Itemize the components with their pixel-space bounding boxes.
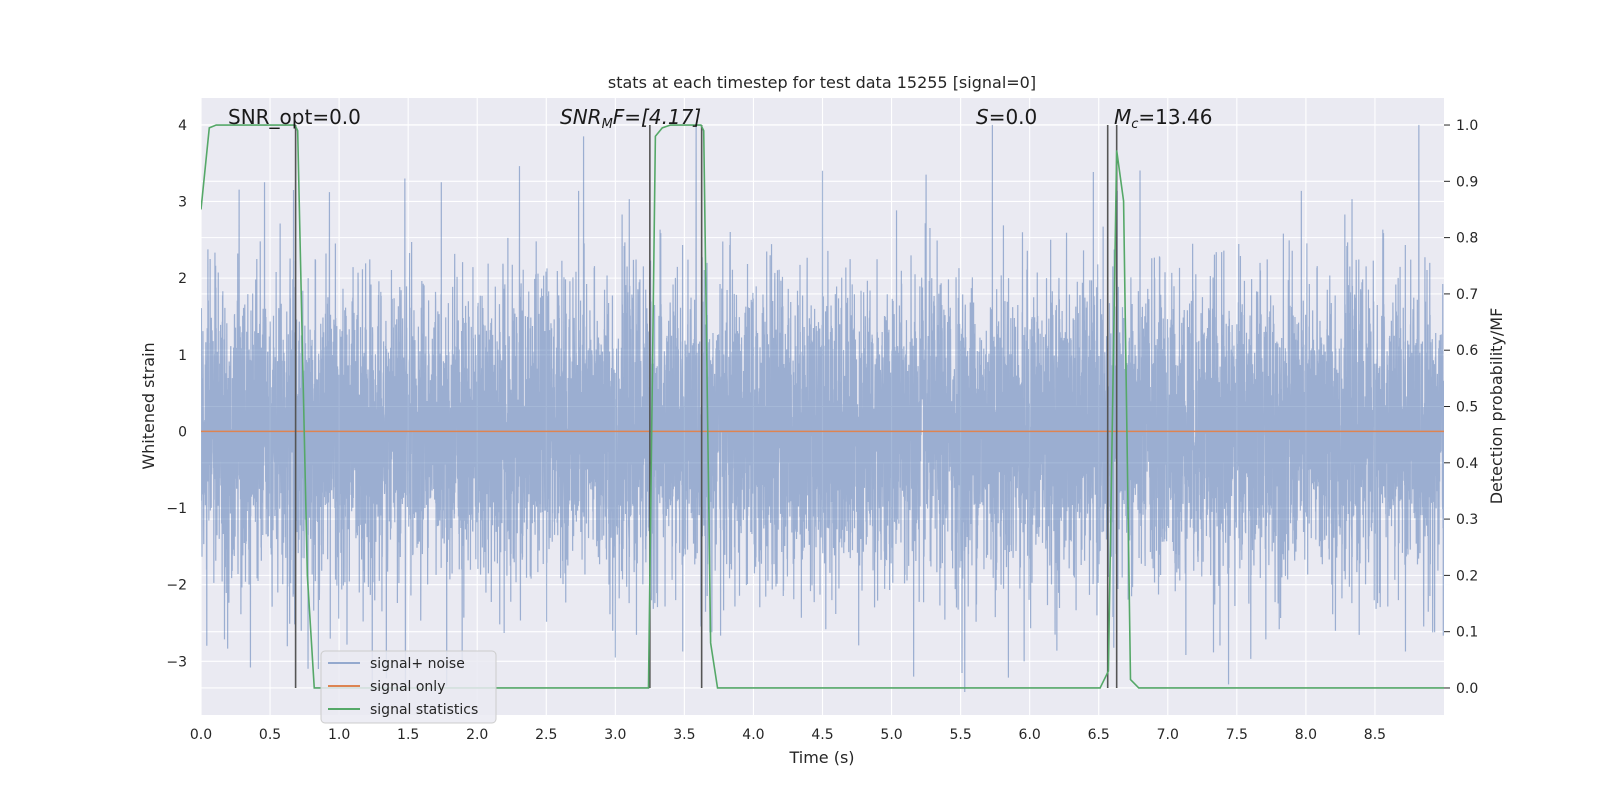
legend-box [320,650,497,724]
y2-tick-label: 0.6 [1456,343,1478,359]
y2-tick-label: 0.8 [1456,231,1478,247]
y2-tick-label: 0.2 [1456,568,1478,584]
annotation-snr-mf-sub: M [602,117,613,132]
y2-tick-label: 0.3 [1456,512,1478,528]
y-axis-title: Whitened strain [139,342,158,469]
annotation-mc: Mc=13.46 [1114,105,1212,132]
x-tick-label: 2.0 [466,727,488,743]
annotation-snr-mf: SNRMF=[4.17] [560,105,701,132]
annotation-snr-opt: SNR_opt=0.0 [228,105,361,129]
x-tick-label: 7.5 [1226,727,1248,743]
y2-tick-label: 0.5 [1456,400,1478,416]
x-tick-label: 5.0 [880,727,902,743]
x-tick-label: 2.5 [535,727,557,743]
annotation-s-rest: =0.0 [989,105,1038,129]
x-axis-ticks: 0.0 0.5 1.0 1.5 2.0 2.5 3.0 3.5 4.0 4.5 5.0 5.5 6.0 6… [190,727,1386,743]
y-tick-label: 0 [178,424,187,440]
y2-tick-label: 0.0 [1456,681,1478,697]
legend-label-signal-noise: signal+ noise [370,656,465,672]
x-tick-label: 0.5 [259,727,281,743]
y-tick-label: 3 [178,194,187,210]
y2-tick-label: 0.4 [1456,456,1478,472]
y2-tick-label: 0.1 [1456,625,1478,641]
series-signal-noise [201,124,1444,693]
x-axis-title: Time (s) [788,748,854,767]
x-tick-label: 8.5 [1364,727,1386,743]
annotation-s: S=0.0 [976,105,1037,129]
x-tick-label: 3.5 [673,727,695,743]
x-tick-label: 4.0 [742,727,764,743]
x-tick-label: 1.0 [328,727,350,743]
y2-tick-label: 0.9 [1456,174,1478,190]
x-tick-label: 7.0 [1157,727,1179,743]
annotation-mc-sub: c [1131,117,1138,132]
x-tick-label: 0.0 [190,727,212,743]
y2-axis-ticks: 0.0 0.1 0.2 0.3 0.4 0.5 0.6 0.7 0.8 0.9 1.0 [1444,118,1478,697]
y-tick-label: −1 [166,501,187,517]
series-signal-statistics [201,124,1444,689]
y-tick-label: −3 [166,654,187,670]
annotation-snr-mf-rest: F=[4.17] [613,105,701,129]
annotation-mc-rest: =13.46 [1138,105,1212,129]
x-tick-label: 1.5 [397,727,419,743]
annotation-s-main: S [976,105,989,129]
y2-tick-label: 1.0 [1456,118,1478,134]
y2-axis-title: Detection probability/MF [1487,308,1506,505]
x-tick-label: 6.0 [1019,727,1041,743]
legend-label-signal-statistics: signal statistics [370,702,478,718]
y-axis-ticks: −3 −2 −1 0 1 2 3 4 [166,118,187,671]
x-tick-label: 8.0 [1295,727,1317,743]
legend: signal+ noise signal only signal statist… [320,650,497,724]
y-tick-label: 4 [178,118,187,134]
event-markers [294,125,1118,688]
x-tick-label: 5.5 [949,727,971,743]
legend-label-signal-only: signal only [370,679,445,695]
x-tick-label: 3.0 [604,727,626,743]
y-tick-label: −2 [166,578,187,594]
chart-title: stats at each timestep for test data 152… [608,73,1036,92]
x-tick-label: 6.5 [1088,727,1110,743]
y-tick-label: 1 [178,348,187,364]
annotation-snr-mf-main: SNR [560,105,602,129]
annotation-mc-main: M [1114,105,1131,129]
x-tick-label: 4.5 [811,727,833,743]
y2-tick-label: 0.7 [1456,287,1478,303]
y-tick-label: 2 [178,271,187,287]
